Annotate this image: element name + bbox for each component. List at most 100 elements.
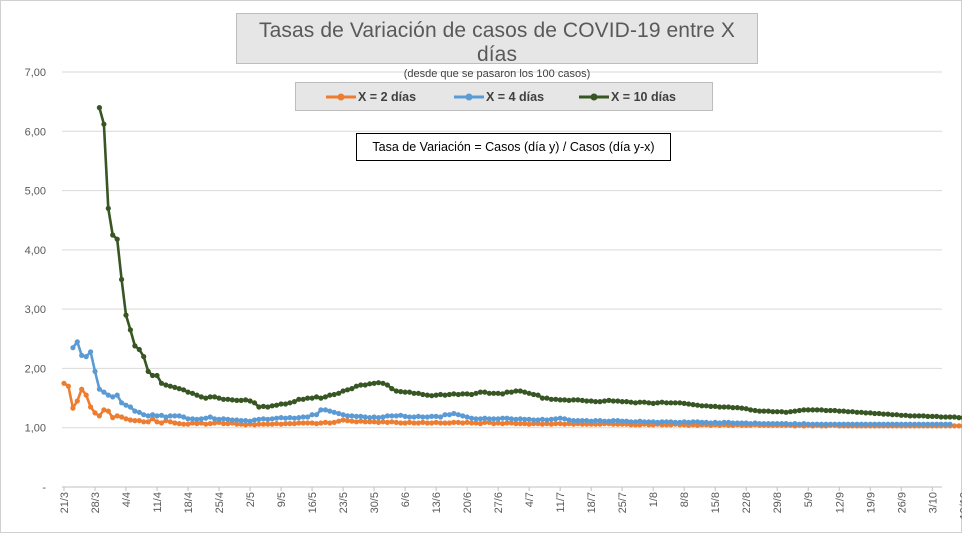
x-tick-label: 11/4 [152,492,164,513]
data-point [234,421,240,427]
data-point [770,421,776,427]
data-point [274,402,280,408]
data-point [220,421,227,427]
data-point [127,404,133,410]
y-tick-label: 3,00 [25,304,46,316]
data-point [663,400,670,406]
data-point [752,420,758,426]
data-point [486,390,492,396]
data-point [477,416,483,422]
data-point [296,415,302,421]
data-point [136,346,142,353]
data-point [894,412,900,418]
data-point [708,403,714,409]
data-point [712,419,718,425]
data-point [212,416,218,422]
data-point [903,421,909,427]
data-point [358,413,364,419]
data-point [894,421,900,427]
data-point [389,419,395,425]
data-point [154,413,160,419]
data-point [256,416,262,422]
x-tick-label: 1/8 [648,492,660,507]
data-point [539,421,546,427]
data-point [628,419,634,425]
data-point [429,413,435,419]
data-point [818,407,825,413]
data-point [841,421,847,427]
data-point [309,395,315,401]
data-point [384,382,390,388]
data-point [451,391,457,397]
data-point [929,421,935,427]
data-point [570,397,577,403]
data-point [841,408,847,414]
data-point [260,403,266,409]
data-point [761,408,767,414]
data-point [340,412,346,418]
data-point [176,386,182,392]
data-point [256,421,262,427]
data-point [500,421,506,427]
data-point [247,398,253,404]
data-point [460,420,466,426]
data-point [544,395,550,401]
data-point [429,393,435,399]
data-point [145,419,151,425]
data-point [898,421,904,427]
data-point [167,413,173,419]
data-point [398,420,404,426]
data-point [83,392,89,398]
data-point [212,394,218,400]
data-point [748,421,754,427]
data-point [464,419,470,425]
data-point [398,412,404,418]
data-point [207,421,213,427]
data-point [322,407,328,413]
data-point [371,380,377,386]
data-point [588,398,594,404]
data-point [251,400,258,406]
data-point [606,397,612,403]
data-point [619,399,625,405]
data-point [779,421,785,427]
data-point [920,413,927,419]
data-point [393,413,399,419]
data-point [956,423,962,429]
data-point [708,420,714,426]
legend: X = 2 días X = 4 días X = 10 días [295,82,713,111]
data-point [150,412,156,418]
data-point [491,421,497,427]
data-point [70,405,76,411]
data-point [500,391,506,397]
data-point [349,418,355,424]
data-point [907,421,913,427]
data-point [145,413,151,419]
data-point [956,415,962,421]
data-point [238,421,244,427]
data-point [650,419,656,425]
data-point [455,419,461,425]
data-point [318,420,324,426]
data-point [158,380,165,386]
series-2 [96,105,962,421]
data-point [845,409,851,415]
data-point [198,420,204,426]
data-point [482,415,488,421]
data-point [189,416,196,422]
data-point [872,421,878,427]
data-point [464,391,470,397]
data-point [668,419,674,425]
data-point [796,407,803,414]
x-tick-label: 3/10 [927,492,939,513]
data-point [437,414,444,420]
data-point [477,421,483,427]
data-point [110,232,116,238]
data-point [938,414,944,420]
data-point [287,421,293,427]
data-point [455,412,461,418]
data-point [947,414,953,420]
data-point [136,409,142,415]
data-point [101,389,107,395]
data-point [486,419,492,425]
